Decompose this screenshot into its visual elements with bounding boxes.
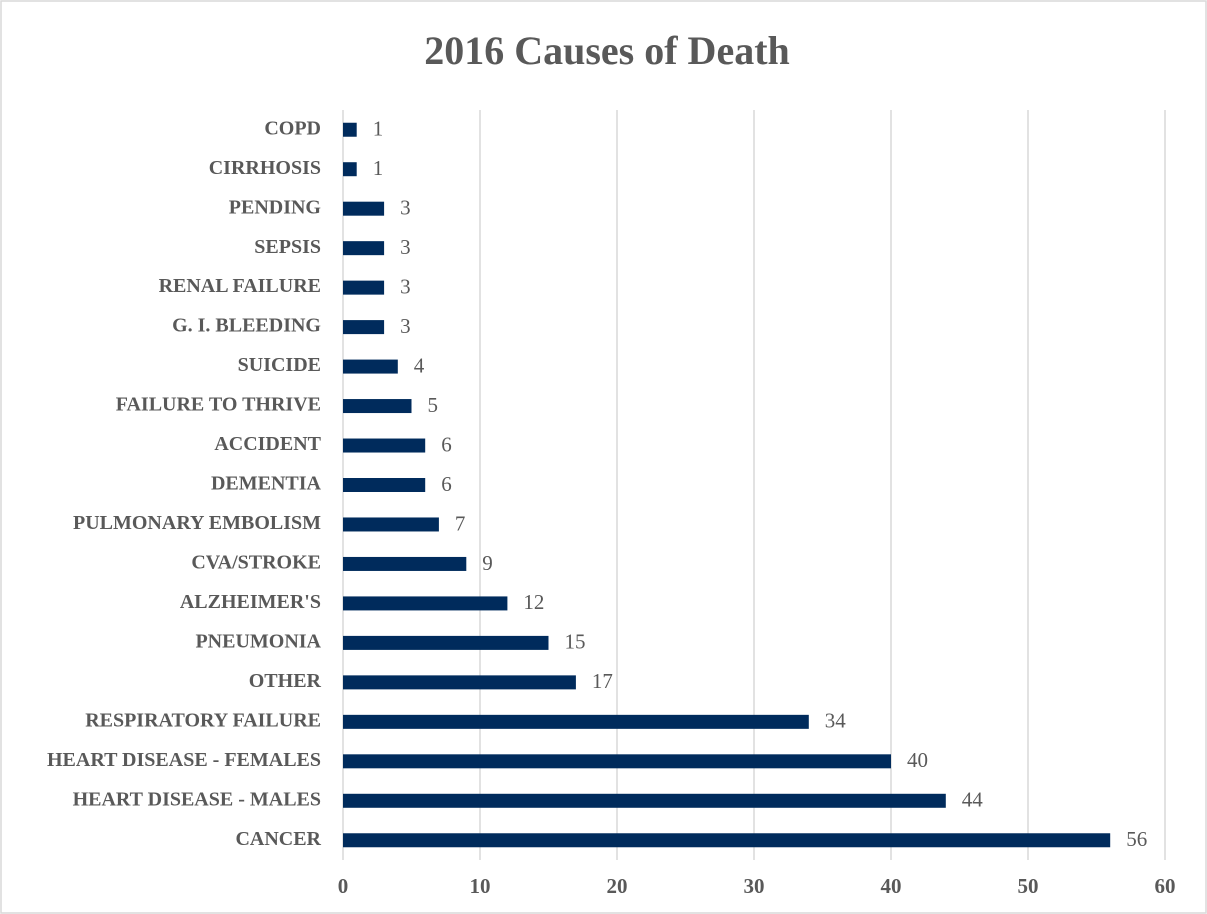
y-tick-label: PNEUMONIA	[195, 630, 321, 652]
bar	[343, 241, 385, 256]
bar	[343, 833, 1111, 848]
data-label: 5	[428, 393, 439, 417]
bar	[343, 320, 385, 335]
y-tick-label: COPD	[264, 117, 321, 139]
bar	[343, 714, 809, 729]
y-tick-label: SEPSIS	[254, 236, 321, 258]
y-tick-label: HEART DISEASE - FEMALES	[47, 749, 321, 771]
y-tick-label: ACCIDENT	[214, 433, 321, 455]
bar	[343, 635, 549, 650]
y-tick-label: SUICIDE	[238, 354, 321, 376]
x-tick-label: 0	[338, 874, 349, 898]
data-label: 3	[400, 274, 411, 298]
bar	[343, 359, 398, 374]
bar	[343, 399, 412, 414]
y-tick-label: FAILURE TO THRIVE	[116, 394, 321, 416]
bar	[343, 596, 508, 611]
data-label: 15	[565, 630, 586, 654]
data-label: 6	[441, 432, 452, 456]
y-tick-label: G. I. BLEEDING	[172, 315, 321, 337]
data-label: 3	[400, 195, 411, 219]
y-tick-label: RESPIRATORY FAILURE	[85, 709, 321, 731]
y-tick-label: HEART DISEASE - MALES	[73, 788, 321, 810]
bar	[343, 478, 426, 492]
bar	[343, 754, 891, 769]
y-tick-label: ALZHEIMER'S	[180, 591, 321, 613]
data-label: 3	[400, 235, 411, 259]
data-label: 44	[962, 788, 984, 812]
bar	[343, 793, 946, 808]
y-tick-label: CIRRHOSIS	[209, 157, 321, 179]
data-label: 1	[373, 117, 384, 141]
y-tick-label: OTHER	[249, 670, 322, 692]
bar	[343, 162, 357, 177]
bar	[343, 556, 467, 571]
data-label: 34	[825, 709, 847, 733]
x-tick-label: 20	[607, 874, 628, 898]
x-tick-label: 50	[1018, 874, 1039, 898]
bar	[343, 438, 426, 453]
x-tick-label: 30	[744, 874, 765, 898]
y-tick-label: CVA/STROKE	[191, 552, 321, 574]
data-label: 9	[482, 551, 493, 575]
y-tick-label: PENDING	[229, 196, 322, 218]
bar	[343, 122, 357, 137]
data-label: 4	[414, 353, 425, 377]
y-tick-label: PULMONARY EMBOLISM	[73, 512, 321, 534]
bar	[343, 675, 576, 690]
data-label: 56	[1126, 827, 1147, 851]
x-tick-label: 10	[470, 874, 491, 898]
x-tick-label: 40	[881, 874, 902, 898]
chart-title: 2016 Causes of Death	[424, 28, 790, 73]
y-tick-label: DEMENTIA	[211, 473, 322, 495]
data-label: 40	[907, 748, 928, 772]
x-tick-label: 60	[1155, 874, 1176, 898]
y-tick-label: RENAL FAILURE	[159, 275, 321, 297]
data-label: 6	[441, 472, 452, 496]
y-tick-label: CANCER	[235, 828, 321, 850]
bar	[343, 280, 385, 295]
data-label: 3	[400, 314, 411, 338]
bar	[343, 517, 439, 532]
data-label: 1	[373, 156, 384, 180]
data-label: 12	[523, 590, 544, 614]
bar	[343, 201, 385, 216]
data-label: 17	[592, 669, 613, 693]
data-label: 7	[455, 511, 466, 535]
